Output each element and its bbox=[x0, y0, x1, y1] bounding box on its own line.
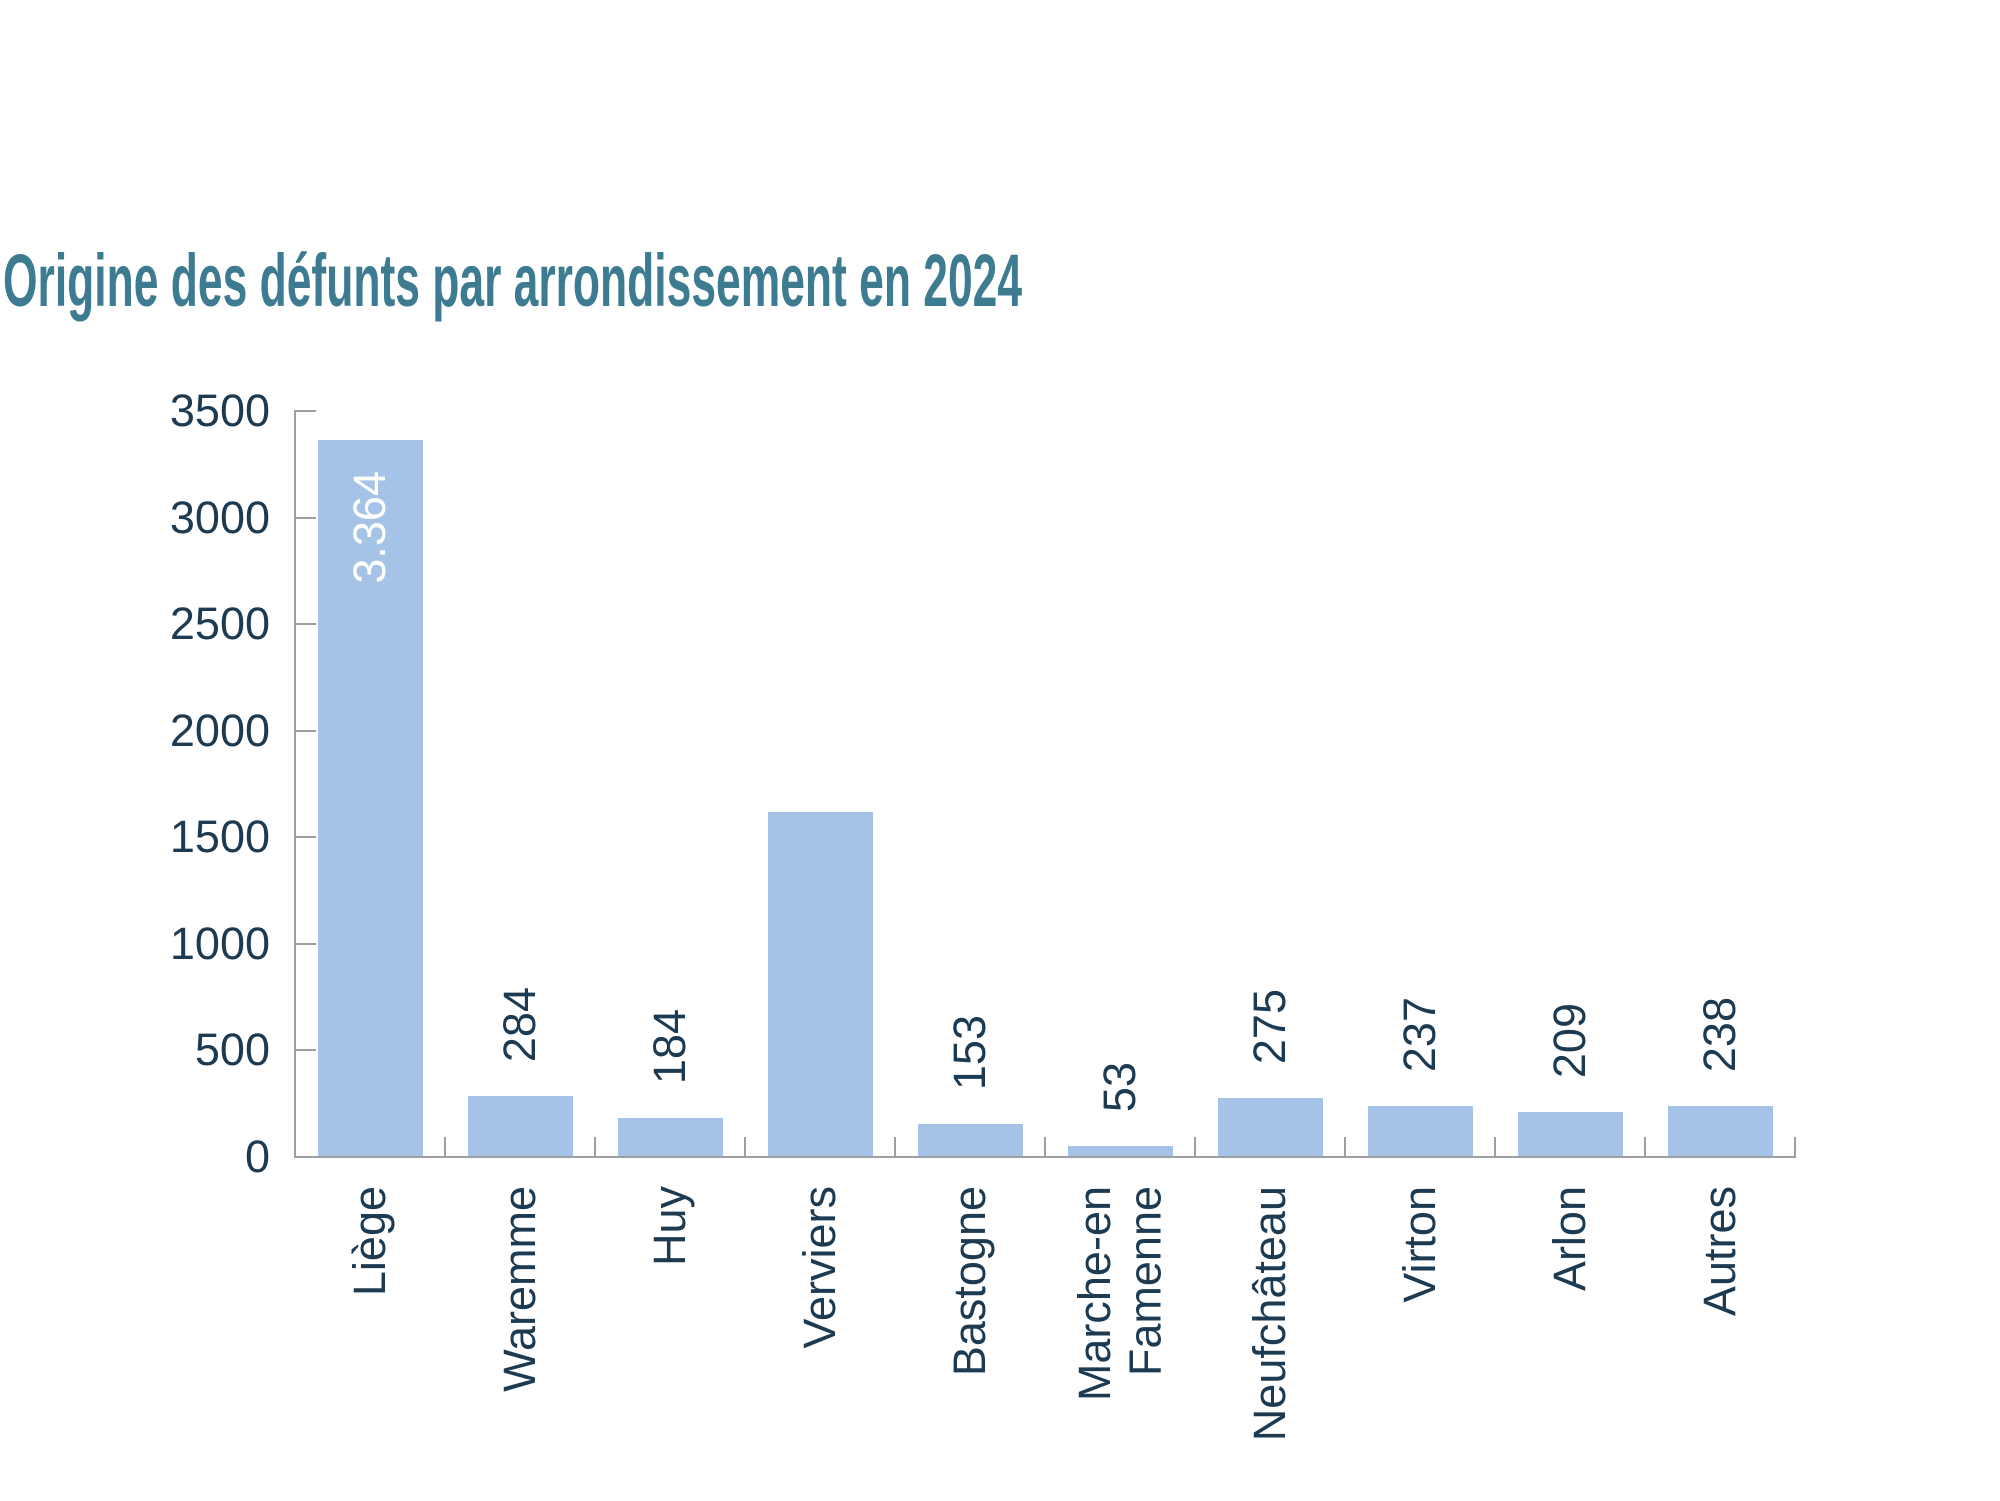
y-axis-tick-label: 3500 bbox=[0, 376, 270, 446]
y-axis-tick-label-text: 2500 bbox=[169, 598, 270, 650]
x-axis-label-autres: Autres bbox=[1645, 1186, 1795, 1501]
value-label-waremme: 284 bbox=[445, 642, 595, 1062]
y-axis-tick bbox=[296, 942, 316, 945]
value-label-liege: 3.364 bbox=[295, 471, 445, 991]
x-axis-label-neufchateau: Neufchâteau bbox=[1195, 1186, 1345, 1501]
x-axis-label-verviers: Verviers bbox=[745, 1186, 895, 1501]
y-axis-tick-label: 500 bbox=[0, 1015, 270, 1085]
x-axis-tick bbox=[894, 1137, 896, 1157]
y-axis-tick-label-text: 1000 bbox=[169, 917, 270, 969]
x-axis-tick bbox=[1644, 1137, 1646, 1157]
y-axis-tick bbox=[296, 410, 316, 412]
y-axis-tick bbox=[296, 623, 316, 626]
value-label-text: 238 bbox=[1693, 996, 1745, 1072]
x-axis-label-text: Waremme bbox=[493, 1186, 545, 1392]
x-axis-tick bbox=[594, 1137, 596, 1157]
value-label-text: 237 bbox=[1393, 996, 1445, 1072]
x-axis-label-text: Verviers bbox=[793, 1186, 845, 1349]
value-label-text: 209 bbox=[1543, 1002, 1595, 1078]
chart-title: Origine des défunts par arrondissement e… bbox=[3, 239, 1023, 322]
x-axis-label-text: Marche-en Famenne bbox=[1068, 1186, 1170, 1402]
y-axis-tick-label: 0 bbox=[0, 1122, 270, 1192]
y-axis-tick-label-text: 2000 bbox=[169, 704, 270, 756]
y-axis-tick bbox=[296, 516, 316, 519]
y-axis-tick-label: 3000 bbox=[0, 483, 270, 553]
x-axis-label-bastogne: Bastogne bbox=[895, 1186, 1045, 1501]
x-axis-tick bbox=[1194, 1137, 1196, 1157]
y-axis-tick-label: 2500 bbox=[0, 589, 270, 659]
x-axis-label-text: Liège bbox=[343, 1186, 395, 1297]
bar-waremme bbox=[467, 1096, 573, 1156]
value-label-text: 53 bbox=[1093, 1061, 1145, 1112]
x-axis-label-text: Virton bbox=[1393, 1186, 1445, 1303]
y-axis-tick-label: 1000 bbox=[0, 909, 270, 979]
x-axis-tick bbox=[1044, 1137, 1046, 1157]
value-label-arlon: 209 bbox=[1495, 658, 1645, 1078]
value-label-marche-en-famenne: 53 bbox=[1045, 692, 1195, 1112]
x-axis-label-virton: Virton bbox=[1345, 1186, 1495, 1501]
y-axis-tick bbox=[296, 836, 316, 839]
y-axis-tick-label-text: 1500 bbox=[169, 811, 270, 863]
x-axis-tick bbox=[744, 1137, 746, 1157]
x-axis-tick bbox=[444, 1137, 446, 1157]
x-axis-tick bbox=[1344, 1137, 1346, 1157]
value-label-huy: 184 bbox=[595, 664, 745, 1084]
bar-arlon bbox=[1517, 1112, 1623, 1156]
value-label-text: 153 bbox=[943, 1014, 995, 1090]
y-axis-tick-label: 2000 bbox=[0, 696, 270, 766]
bar-verviers bbox=[767, 812, 873, 1156]
x-axis-label-waremme: Waremme bbox=[445, 1186, 595, 1501]
x-axis-label-text: Arlon bbox=[1543, 1186, 1595, 1292]
y-axis-tick-label-text: 0 bbox=[244, 1131, 270, 1182]
value-label-text: 284 bbox=[493, 986, 545, 1062]
value-label-text: 275 bbox=[1243, 988, 1295, 1064]
value-label-text: 184 bbox=[643, 1008, 695, 1084]
x-axis-label-text: Huy bbox=[643, 1186, 695, 1267]
value-label-autres: 238 bbox=[1645, 652, 1795, 1072]
x-axis-label-text: Neufchâteau bbox=[1243, 1186, 1295, 1442]
bar-virton bbox=[1367, 1106, 1473, 1156]
y-axis-tick-label-text: 3500 bbox=[169, 385, 270, 436]
y-axis-tick bbox=[296, 1049, 316, 1052]
bar-autres bbox=[1667, 1106, 1773, 1156]
x-axis-tick bbox=[1794, 1137, 1796, 1157]
x-axis-label-marche-en-famenne: Marche-en Famenne bbox=[1045, 1186, 1195, 1501]
x-axis-line bbox=[294, 1156, 1796, 1158]
y-axis-tick-label-text: 3000 bbox=[169, 491, 270, 543]
bar-bastogne bbox=[917, 1124, 1023, 1156]
x-axis-label-text: Autres bbox=[1693, 1186, 1745, 1317]
bar-liege bbox=[317, 440, 423, 1156]
x-axis-label-text: Bastogne bbox=[943, 1186, 995, 1377]
y-axis-tick bbox=[296, 729, 316, 732]
y-axis-tick-label: 1500 bbox=[0, 802, 270, 872]
x-axis-tick bbox=[1494, 1137, 1496, 1157]
value-label-text: 3.364 bbox=[343, 471, 395, 584]
y-axis-tick-label-text: 500 bbox=[194, 1024, 270, 1076]
x-axis-label-liege: Liège bbox=[295, 1186, 445, 1501]
x-axis-label-huy: Huy bbox=[595, 1186, 745, 1501]
value-label-neufchateau: 275 bbox=[1195, 644, 1345, 1064]
x-axis-label-arlon: Arlon bbox=[1495, 1186, 1645, 1501]
bar-marche-en-famenne bbox=[1067, 1146, 1173, 1156]
bar-neufchateau bbox=[1217, 1098, 1323, 1156]
value-label-virton: 237 bbox=[1345, 652, 1495, 1072]
value-label-bastogne: 153 bbox=[895, 670, 1045, 1090]
y-axis-line bbox=[294, 410, 296, 1158]
bar-huy bbox=[617, 1118, 723, 1156]
